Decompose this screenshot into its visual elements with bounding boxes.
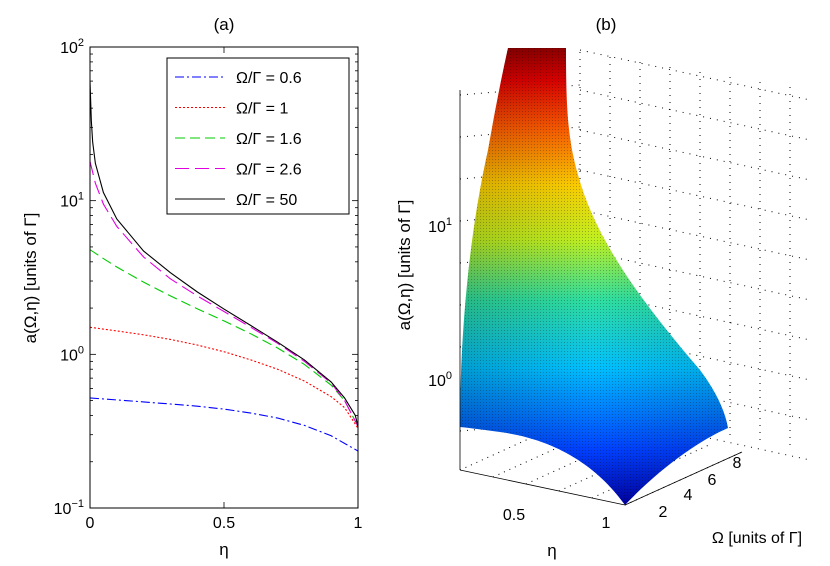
series-line-2 — [90, 249, 358, 427]
series-line-1 — [90, 326, 358, 429]
legend-label: Ω/Γ = 50 — [236, 192, 297, 209]
eta-axis-line — [459, 469, 626, 506]
y-tick-label: 100 — [60, 344, 84, 364]
panel-b-3d-grid — [459, 49, 811, 506]
legend-box — [166, 57, 350, 215]
panel-a-title: (a) — [214, 15, 235, 34]
grid-line — [579, 409, 811, 461]
panel-a-axes-box — [89, 46, 359, 509]
series-line-4 — [90, 81, 358, 427]
grid-line — [579, 209, 811, 261]
x-tick-label: 1 — [354, 515, 363, 532]
grid-line — [579, 289, 811, 341]
omega-tick-label: 8 — [733, 455, 742, 472]
series-line-0 — [90, 397, 358, 452]
grid-line — [579, 89, 811, 141]
panel-b-surface — [460, 48, 728, 505]
legend-label: Ω/Γ = 0.6 — [236, 70, 302, 87]
z-tick-label: 100 — [428, 370, 452, 390]
surface-mesh — [460, 48, 728, 505]
x-tick-label: 0 — [86, 515, 95, 532]
grid-line — [579, 49, 811, 101]
panel-a-y-tick-labels: 10−1 100 101 102 — [54, 37, 84, 518]
omega-axis-line — [624, 451, 743, 506]
eta-tick-label: 0.5 — [503, 507, 525, 524]
y-tick-label: 10−1 — [54, 498, 84, 518]
grid-line — [579, 329, 811, 381]
series-line-3 — [90, 161, 358, 427]
z-tick-label: 101 — [428, 216, 452, 236]
legend-label: Ω/Γ = 1.6 — [236, 131, 302, 148]
x-tick-label: 0.5 — [213, 515, 235, 532]
legend-label: Ω/Γ = 2.6 — [236, 162, 302, 179]
panel-b-z-axis-label: a(Ω,η) [units of Γ] — [395, 200, 414, 331]
grid-line — [579, 129, 811, 181]
panel-a-series — [90, 81, 358, 452]
legend-label: Ω/Γ = 1 — [236, 101, 288, 118]
omega-tick-label: 2 — [659, 504, 668, 521]
eta-tick-label: 1 — [602, 515, 611, 532]
panel-b-title: (b) — [596, 15, 617, 34]
omega-tick-label: 6 — [708, 472, 717, 489]
panel-a-x-tick-labels: 0 0.5 1 — [86, 515, 363, 532]
omega-tick-label: 4 — [684, 487, 693, 504]
grid-line — [579, 169, 811, 221]
panel-b-eta-label: η — [547, 541, 556, 560]
y-tick-label: 102 — [60, 37, 84, 57]
y-tick-label: 101 — [60, 191, 84, 211]
grid-line — [579, 369, 811, 421]
panel-b-omega-label: Ω [units of Γ] — [712, 530, 802, 547]
panel-a-y-axis-label: a(Ω,η) [units of Γ] — [21, 213, 40, 344]
panel-a-legend: Ω/Γ = 0.6 Ω/Γ = 1 Ω/Γ = 1.6 Ω/Γ = 2.6 Ω/Γ = … — [166, 57, 350, 215]
grid-line — [579, 249, 811, 301]
panel-a-x-axis-label: η — [219, 540, 228, 559]
panel-b-floor-axes — [459, 90, 743, 506]
